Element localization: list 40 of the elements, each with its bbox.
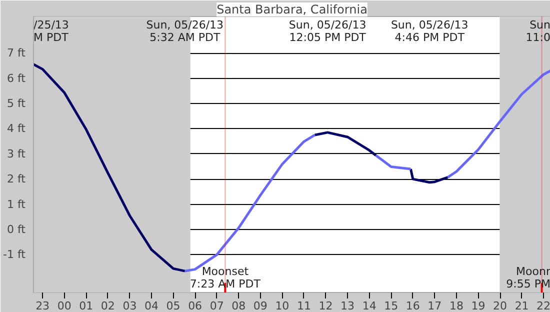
x-tick-label: 18 — [449, 300, 464, 312]
x-tick-label: 11 — [296, 300, 311, 312]
annotation: Sun, 05/26/13 4:46 PM PDT — [390, 18, 468, 44]
x-tick-label: 07 — [210, 300, 224, 312]
y-tick-label: 3 ft — [7, 147, 26, 160]
x-tick-label: 09 — [253, 300, 268, 312]
x-tick-label: 23 — [36, 300, 50, 312]
x-tick-label: 04 — [144, 300, 158, 312]
x-tick-label: 21 — [514, 300, 529, 312]
annotation: Sun 11:0 — [526, 18, 550, 44]
y-tick-label: 4 ft — [7, 122, 26, 136]
x-tick-label: 15 — [384, 300, 398, 312]
x-tick-label: 16 — [406, 300, 420, 312]
y-tick-label: 2 ft — [7, 172, 26, 186]
x-tick-label: 08 — [232, 300, 246, 312]
x-tick-label: 22 — [536, 300, 550, 312]
x-tick-label: 14 — [362, 300, 376, 312]
x-tick-label: 01 — [79, 300, 94, 312]
y-tick-label: 6 ft — [7, 72, 26, 85]
y-tick-label: 1 ft — [7, 198, 26, 211]
x-tick-label: 17 — [428, 300, 442, 312]
x-tick-label: 12 — [318, 300, 333, 312]
y-tick-label: 5 ft — [7, 96, 26, 110]
x-tick-label: 05 — [166, 300, 180, 312]
y-tick-label: 0 ft — [7, 222, 26, 236]
x-tick-label: 06 — [188, 300, 202, 312]
x-tick-label: 19 — [471, 300, 486, 312]
annotation: /25/13 M PDT — [34, 18, 69, 44]
ref-line-label: Moonset 7:23 AM PDT — [190, 265, 261, 290]
x-tick-label: 20 — [493, 300, 508, 312]
y-tick-label: 7 ft — [7, 46, 26, 60]
x-tick-label: 03 — [122, 300, 137, 312]
annotation: Sun, 05/26/13 5:32 AM PDT — [146, 18, 224, 44]
y-tick-label: -1 ft — [3, 248, 26, 262]
x-tick-label: 02 — [100, 300, 115, 312]
annotation: Sun, 05/26/13 12:05 PM PDT — [288, 18, 366, 44]
x-tick-label: 10 — [275, 300, 290, 312]
x-tick-label: 00 — [57, 300, 72, 312]
x-tick-label: 13 — [340, 300, 355, 312]
chart-title: Santa Barbara, California — [216, 2, 368, 16]
